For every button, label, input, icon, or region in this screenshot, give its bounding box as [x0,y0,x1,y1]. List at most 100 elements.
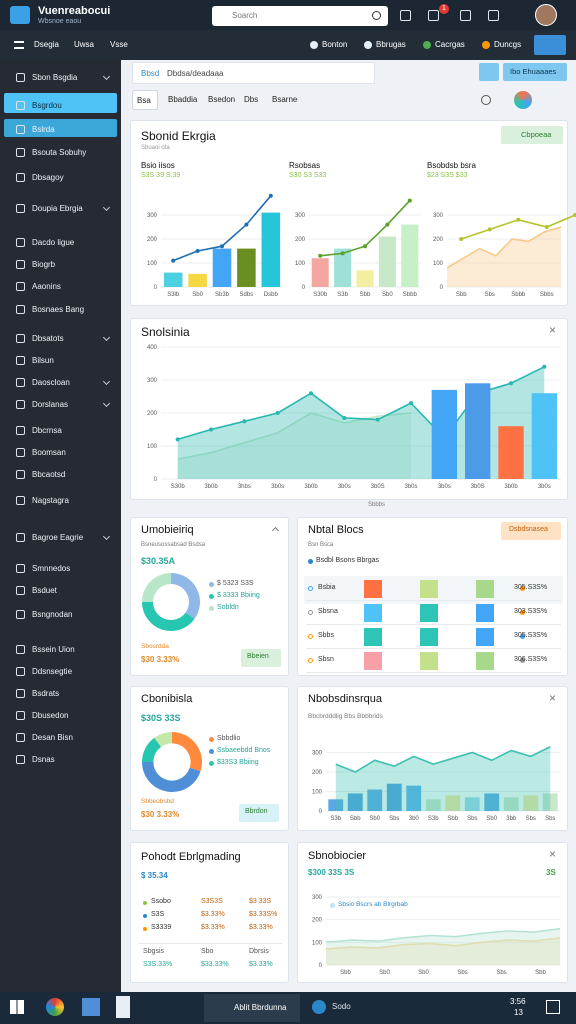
search-box[interactable]: Soarch [212,6,388,26]
menu-item[interactable]: Bonton [322,40,348,49]
menu-item[interactable]: Uwsa [74,40,95,49]
primary-button[interactable]: Ibo Ehuaaaes [503,63,567,81]
close-button[interactable]: × [549,691,557,705]
x-tick-label: Sb0 [192,292,203,298]
start-button[interactable] [10,1000,24,1014]
nav-item[interactable]: Bosnaes Bang [32,305,85,314]
nav-item[interactable]: Dsnas [32,755,55,764]
nav-item[interactable]: Dacdo ligue [32,238,75,247]
window-tab[interactable]: Ablit Bbrdunna [204,994,300,1022]
card-title: Umobieiriq [141,524,194,536]
point [407,198,412,203]
nav-item[interactable]: Bssein Uion [32,645,75,654]
legend-dot [209,737,214,742]
footer-cell: Sbo [201,948,214,955]
tab[interactable]: Bbaddia [164,90,204,110]
card-button[interactable]: Bbrdon [239,804,279,822]
icon-button[interactable] [479,63,499,81]
color-icon[interactable] [514,91,532,109]
y-tick-label: 100 [312,790,323,796]
nav-icon [16,125,25,134]
nav-item[interactable]: Bsngnodan [32,610,73,619]
menu-item[interactable]: Duncgs [494,40,522,49]
nav-item[interactable]: Sbon Bsgdia [32,73,78,82]
bar [188,273,207,287]
tab[interactable]: Bsedon [204,90,238,110]
app-icon[interactable] [312,1000,326,1014]
filter-box[interactable]: Bbsd Dbdsa/deadaaa [132,62,375,84]
nav-item[interactable]: Bsdrats [32,689,60,698]
row-cell: S3S [151,911,165,918]
tab[interactable]: Dbs [240,90,262,110]
icon[interactable] [428,10,439,21]
card-button[interactable]: Cbpoeaa [501,126,563,144]
icon[interactable] [400,10,411,21]
nav-item[interactable]: Ddsnsegtie [32,667,73,676]
cell [364,628,382,646]
settings-icon[interactable] [481,95,491,105]
nav-item[interactable]: Bsgrdou [32,101,62,110]
nav-item[interactable]: Dorslanas [32,400,69,409]
footer-cell: Dbrsis [249,948,269,955]
card-button[interactable]: Dsbdsnasea [501,522,561,540]
x-tick-label: 3b0b [304,484,318,490]
menu-item[interactable]: Dsegia [34,40,59,49]
app-icon[interactable] [82,998,100,1016]
nav-item[interactable]: Bagroe Eagrie [32,533,84,542]
row-value: 305.S3S% [514,632,548,639]
y-tick-label: 100 [295,261,306,267]
nav-item[interactable]: Bsouta Sobuhy [32,148,87,157]
nav-item[interactable]: Aaonins [32,282,61,291]
point [318,253,323,258]
donut-slice [171,573,201,620]
card-footer: Sbbbs [368,502,386,508]
icon[interactable] [460,10,471,21]
x-tick-label: Sbbb [511,292,526,298]
nav-item[interactable]: Dbsatots [32,334,64,343]
nav-icon [16,282,25,291]
footer-cell: $33.33% [201,961,229,968]
nav-icon [16,204,25,213]
chart-subtitle: $23 S3S $33 [427,172,468,179]
nav-item[interactable]: Biogrb [32,260,56,269]
close-button[interactable]: × [549,323,557,337]
nav-icon [16,470,25,479]
point [516,217,521,222]
menu-item[interactable]: Bbrugas [376,40,406,49]
tab[interactable]: Bsarne [268,90,302,110]
menu-button[interactable] [534,35,566,55]
nav-item[interactable]: Bsduet [32,586,57,595]
nav-item[interactable]: Daoscloan [32,378,70,387]
app-label[interactable]: Sodo [332,1002,351,1011]
nav-item[interactable]: Dbusedon [32,711,69,720]
menu-item[interactable]: Cacrgas [435,40,465,49]
cell [420,628,438,646]
app-icon[interactable] [116,996,130,1018]
nav-item[interactable]: Bilsun [32,356,54,365]
row-cell: $3.33% [249,924,273,931]
x-tick-label: S3b [337,292,348,298]
line [325,927,561,944]
nav-item[interactable]: Dbcrnsa [32,426,62,435]
menu-item[interactable]: Vsse [110,40,128,49]
nav-item[interactable]: Desan Bisn [32,733,73,742]
browser-icon[interactable] [46,998,64,1016]
nav-item[interactable]: Smnnedos [32,564,71,573]
card-button[interactable]: Bbeien [241,649,281,667]
nav-item[interactable]: Nagstagra [32,496,69,505]
tab[interactable]: Bsa [132,90,158,110]
nav-item[interactable]: Dbsagoy [32,173,64,182]
icon[interactable] [488,10,499,21]
nav-item[interactable]: Bbcaotsd [32,470,66,479]
nav-item[interactable]: Doupia Ebrgia [32,204,83,213]
tray-icon[interactable] [546,1000,560,1014]
bar [347,793,363,811]
collapse-icon[interactable] [271,526,280,535]
bar [542,793,558,811]
nav-item[interactable]: Bslrda [32,125,55,134]
nav-item[interactable]: Boomsan [32,448,66,457]
nav-icon [16,586,25,595]
avatar[interactable] [535,4,557,26]
close-button[interactable]: × [549,847,557,861]
footer-cell: Sbgsis [143,948,165,955]
